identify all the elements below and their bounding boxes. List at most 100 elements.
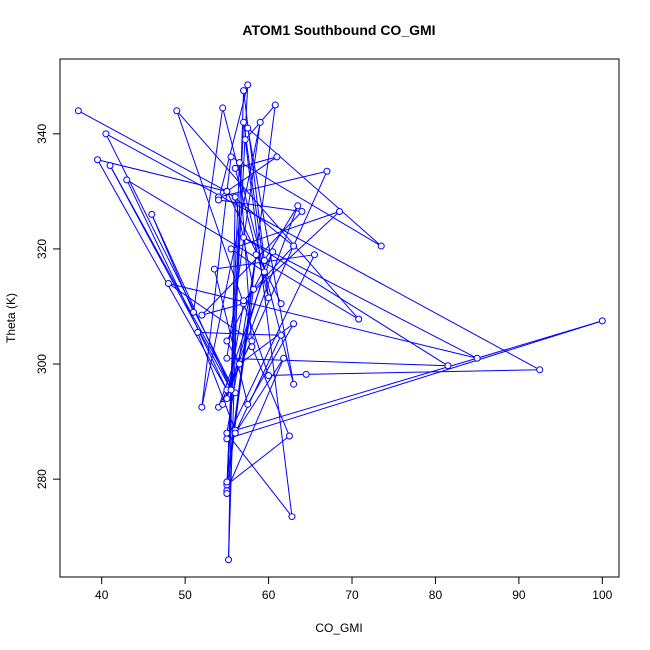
data-point: [240, 87, 248, 95]
data-point: [244, 81, 252, 89]
series-segment: [126, 179, 228, 391]
series-segment: [235, 156, 278, 169]
data-point: [444, 362, 452, 370]
series-segment: [230, 248, 265, 273]
data-point: [223, 395, 231, 403]
data-point: [74, 107, 82, 115]
series-segment: [213, 268, 249, 405]
data-point: [290, 320, 298, 328]
data-point: [223, 354, 231, 362]
y-tick-label: 320: [35, 239, 49, 259]
data-point: [240, 233, 248, 241]
x-tick-label: 60: [262, 588, 276, 602]
data-point: [290, 380, 298, 388]
series-segment: [226, 271, 265, 399]
series-segment: [228, 90, 245, 560]
series-segment: [105, 133, 236, 394]
data-point: [223, 435, 231, 443]
data-point: [260, 256, 268, 264]
y-axis-label: Theta (K): [4, 293, 18, 343]
x-tick-label: 50: [178, 588, 192, 602]
data-point: [198, 311, 206, 319]
data-point: [194, 328, 202, 336]
series-segment: [176, 110, 270, 376]
data-point: [248, 337, 256, 345]
data-point: [235, 159, 243, 167]
data-point: [173, 107, 181, 115]
series-segment: [226, 435, 290, 486]
data-point: [241, 136, 249, 144]
chart-title: ATOM1 Southbound CO_GMI: [242, 22, 435, 38]
series-segment: [218, 84, 249, 201]
series-segment: [226, 358, 285, 491]
x-axis-label: CO_GMI: [315, 621, 362, 635]
data-point: [323, 167, 331, 175]
data-point: [377, 242, 385, 250]
data-point: [94, 156, 102, 164]
series-segment: [235, 320, 603, 431]
series-segment: [247, 127, 382, 247]
data-point: [223, 490, 231, 498]
plot-frame: [59, 58, 620, 578]
data-point: [223, 337, 231, 345]
data-point: [227, 153, 235, 161]
data-point: [536, 366, 544, 374]
x-tick-label: 70: [345, 588, 359, 602]
series-segment: [226, 432, 293, 517]
series-segment: [192, 107, 224, 313]
data-point: [273, 153, 281, 161]
series-segment: [176, 110, 360, 320]
data-point: [473, 354, 481, 362]
data-point: [271, 101, 279, 109]
data-point: [123, 176, 131, 184]
series-segment: [201, 122, 261, 408]
series-segment: [105, 133, 540, 371]
x-tick-label: 100: [592, 588, 612, 602]
data-point: [285, 432, 293, 440]
data-point: [260, 268, 268, 276]
series-segment: [306, 369, 540, 375]
y-axis: 280 300 320 340: [35, 123, 60, 489]
series-segment: [151, 214, 232, 391]
data-point: [106, 161, 114, 169]
data-point: [235, 360, 243, 368]
data-point: [265, 294, 273, 302]
series-segment: [201, 303, 244, 316]
data-point: [244, 124, 252, 132]
series-segment: [234, 335, 282, 434]
x-tick-label: 40: [95, 588, 109, 602]
series-segment: [151, 214, 194, 313]
data-point: [102, 130, 110, 138]
data-point: [269, 248, 277, 256]
series-segment: [234, 197, 255, 290]
data-point: [336, 208, 343, 216]
series-segment: [230, 211, 340, 250]
data-point: [355, 315, 363, 323]
data-point: [310, 251, 318, 259]
x-axis: 40 50 60 70 80 90 100: [95, 577, 613, 602]
data-point: [231, 429, 239, 437]
data-point: [277, 331, 285, 339]
data-point: [223, 478, 231, 486]
data-point: [298, 208, 306, 216]
data-point: [288, 513, 296, 521]
data-point: [148, 210, 156, 218]
series-segment: [243, 236, 449, 367]
series-segment: [228, 197, 236, 560]
x-tick-label: 80: [429, 588, 443, 602]
data-point: [223, 187, 231, 195]
series-segment: [168, 282, 478, 359]
data-point: [244, 400, 252, 408]
data-point: [598, 317, 606, 325]
series-segment: [197, 331, 282, 336]
series-segment: [97, 159, 227, 192]
data-point: [240, 118, 248, 126]
data-point: [227, 245, 235, 253]
series-segment: [226, 191, 282, 304]
y-tick-label: 300: [35, 354, 49, 374]
series-segment: [251, 346, 290, 437]
series-segment: [78, 110, 228, 192]
series-segment: [234, 358, 285, 434]
data-point: [252, 251, 260, 259]
